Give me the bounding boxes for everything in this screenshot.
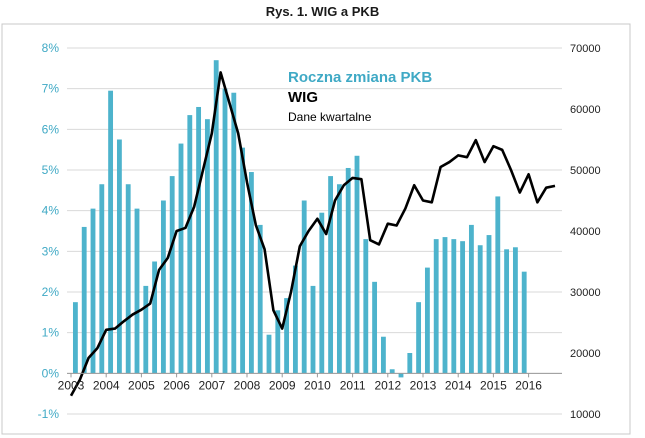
- pkb-bar: [187, 115, 193, 374]
- y-left-tick-label: -1%: [38, 407, 60, 421]
- pkb-bar: [231, 92, 237, 374]
- y-left-tick-label: 0%: [42, 366, 60, 380]
- x-tick-label: 2003: [58, 378, 85, 392]
- y-left-tick-label: 3%: [42, 244, 60, 258]
- pkb-bars: [72, 60, 527, 378]
- pkb-bar: [345, 167, 351, 374]
- pkb-bar: [328, 176, 334, 374]
- x-tick-label: 2006: [163, 378, 190, 392]
- pkb-bar: [495, 196, 501, 374]
- chart-frame: [1, 23, 631, 435]
- figure-title: Rys. 1. WIG a PKB: [265, 4, 380, 19]
- x-tick-label: 2010: [304, 378, 331, 392]
- x-tick-label: 2011: [340, 378, 366, 392]
- pkb-bar: [72, 302, 78, 374]
- pkb-bar: [99, 184, 105, 374]
- x-tick-label: 2009: [269, 378, 296, 392]
- pkb-bar: [468, 224, 474, 374]
- legend-pkb: Roczna zmiana PKB: [288, 69, 432, 86]
- x-tick-label: 2015: [480, 378, 507, 392]
- pkb-bar: [398, 373, 404, 378]
- pkb-bar: [301, 200, 307, 374]
- legend-note: Dane kwartalne: [288, 110, 372, 124]
- y-right-tick-label: 20000: [570, 348, 601, 360]
- y-left-tick-label: 4%: [42, 204, 60, 218]
- pkb-bar: [416, 302, 422, 374]
- pkb-bar: [152, 261, 158, 374]
- pkb-bar: [486, 235, 492, 374]
- pkb-bar: [266, 334, 272, 374]
- pkb-bar: [90, 208, 96, 374]
- y-left-tick-label: 2%: [42, 285, 60, 299]
- pkb-bar: [460, 241, 466, 374]
- x-tick-label: 2004: [93, 378, 120, 392]
- pkb-bar: [433, 239, 439, 374]
- x-tick-label: 2016: [515, 378, 542, 392]
- y-left-tick-label: 6%: [42, 122, 60, 136]
- pkb-bar: [372, 281, 378, 374]
- pkb-bar: [354, 155, 360, 374]
- pkb-bar: [160, 200, 166, 374]
- pkb-bar: [521, 271, 527, 374]
- wig-line: [69, 71, 556, 397]
- x-tick-label: 2014: [445, 378, 472, 392]
- y-right-tick-label: 60000: [570, 104, 601, 116]
- pkb-bar: [213, 60, 219, 374]
- pkb-bar: [363, 239, 369, 374]
- y-left-tick-label: 1%: [42, 326, 60, 340]
- pkb-bar: [389, 369, 395, 374]
- y-right-tick-label: 40000: [570, 226, 601, 238]
- pkb-bar: [477, 245, 483, 374]
- y-right-tick-label: 10000: [570, 409, 601, 421]
- pkb-bar: [336, 184, 342, 374]
- pkb-bar: [248, 172, 254, 374]
- pkb-bar: [134, 208, 140, 374]
- pkb-bar: [442, 237, 448, 374]
- pkb-bar: [169, 176, 175, 374]
- pkb-bar: [125, 184, 131, 374]
- pkb-bar: [451, 239, 457, 374]
- y-left-tick-label: 5%: [42, 163, 60, 177]
- pkb-bar: [512, 247, 518, 374]
- axes: -1% 0% 1% 2% 3% 4% 5% 6% 7% 8% 10000 20000 30000 4000…: [38, 41, 601, 421]
- pkb-bar: [504, 249, 510, 374]
- y-right-tick-label: 50000: [570, 165, 601, 177]
- legend-wig: WIG: [288, 89, 318, 106]
- pkb-bar: [310, 285, 316, 374]
- pkb-bar: [284, 298, 290, 374]
- pkb-bar: [178, 143, 184, 374]
- pkb-bar: [292, 265, 298, 374]
- pkb-bar: [407, 353, 413, 374]
- pkb-bar: [222, 88, 228, 374]
- x-tick-label: 2012: [374, 378, 401, 392]
- y-left-tick-label: 7%: [42, 82, 60, 96]
- y-right-tick-label: 70000: [570, 43, 601, 55]
- y-left-tick-label: 8%: [42, 41, 60, 55]
- pkb-bar: [108, 90, 114, 374]
- pkb-bar: [196, 106, 202, 374]
- pkb-bar: [319, 212, 325, 374]
- pkb-bar: [143, 285, 149, 374]
- wig-line-group: [69, 71, 556, 397]
- x-tick-label: 2005: [128, 378, 155, 392]
- pkb-bar: [81, 226, 87, 374]
- pkb-bar: [240, 147, 246, 374]
- pkb-bar: [257, 224, 263, 374]
- x-tick-label: 2007: [198, 378, 225, 392]
- x-tick-label: 2008: [234, 378, 261, 392]
- x-tick-label: 2013: [410, 378, 437, 392]
- y-right-tick-label: 30000: [570, 287, 601, 299]
- pkb-bar: [380, 336, 386, 374]
- pkb-bar: [424, 267, 430, 374]
- pkb-bar: [116, 139, 122, 374]
- pkb-bar: [204, 119, 210, 374]
- pkb-bar: [275, 310, 281, 374]
